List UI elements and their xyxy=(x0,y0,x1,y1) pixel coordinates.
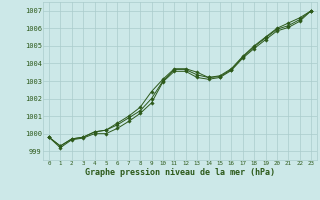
X-axis label: Graphe pression niveau de la mer (hPa): Graphe pression niveau de la mer (hPa) xyxy=(85,168,275,177)
